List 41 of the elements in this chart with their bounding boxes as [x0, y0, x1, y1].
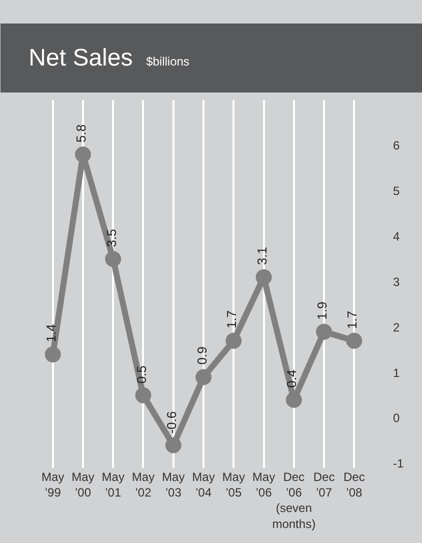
point: [74, 146, 91, 163]
data-label: 3.1: [254, 246, 270, 265]
y-tick-label: 3: [393, 274, 400, 289]
y-tick-label: 6: [393, 138, 400, 153]
chart-title: Net Sales: [28, 44, 133, 72]
data-label: 1.9: [314, 302, 330, 320]
point: [135, 387, 152, 404]
data-label: 1.7: [344, 310, 360, 329]
point: [196, 369, 212, 386]
chart-subtitle: $billions: [146, 54, 190, 68]
x-tick-label: May ’99: [42, 470, 64, 500]
x-tick-label: May ’05: [222, 470, 245, 500]
point: [256, 269, 272, 286]
data-label: 1.4: [43, 324, 58, 342]
y-tick-label: 2: [393, 320, 400, 334]
data-label: 0.4: [284, 370, 300, 388]
x-tick-label: May ’04: [192, 470, 215, 500]
y-tick-label: 1: [393, 366, 400, 380]
y-tick-label: 5: [393, 184, 400, 198]
data-label: 0.5: [134, 365, 149, 384]
data-label: 5.8: [73, 124, 88, 142]
x-tick-label: May ’01: [102, 470, 124, 500]
point: [316, 324, 332, 340]
point: [105, 251, 122, 268]
point: [346, 332, 362, 349]
y-tick-label: 0: [393, 411, 400, 426]
point: [286, 392, 302, 408]
y-tick-label: -1: [393, 456, 404, 471]
y-tick-label: 4: [393, 230, 400, 244]
x-tick-label: May ’03: [162, 470, 185, 500]
data-label: 0.9: [194, 346, 210, 365]
point: [44, 346, 61, 362]
data-label: 1.7: [224, 310, 239, 328]
data-label: -0.6: [164, 411, 180, 434]
point: [226, 332, 242, 349]
x-tick-label: May ’02: [132, 470, 155, 500]
x-tick-label: Dec ’08: [343, 470, 365, 500]
x-tick-label: Dec ’07: [313, 470, 335, 500]
data-label: 3.5: [104, 229, 120, 248]
point: [165, 437, 182, 454]
x-tick-label: May ’00: [72, 470, 94, 500]
